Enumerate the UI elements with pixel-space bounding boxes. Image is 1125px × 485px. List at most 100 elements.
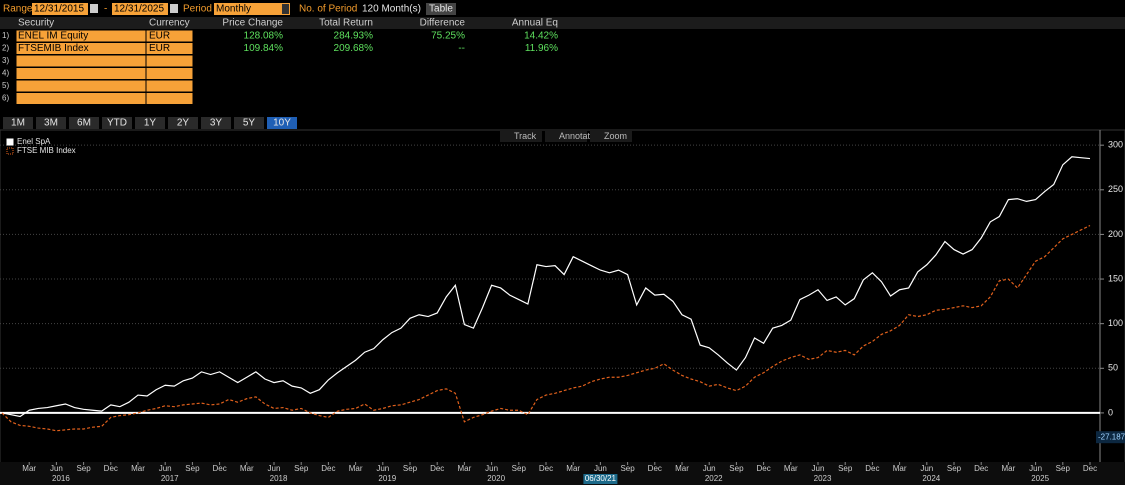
x-tick-label: Dec	[974, 464, 988, 473]
column-header: Difference	[420, 18, 466, 29]
stat-value: 14.42%	[524, 31, 558, 42]
x-tick-label: Sep	[403, 464, 418, 473]
range-button[interactable]	[36, 117, 66, 129]
dropdown-arrow[interactable]	[282, 4, 289, 14]
calendar-icon[interactable]	[170, 4, 178, 13]
range-button[interactable]	[3, 117, 33, 129]
period-dropdown[interactable]	[214, 3, 290, 15]
column-header: Currency	[149, 18, 190, 29]
y-tick-label: 100	[1108, 318, 1123, 328]
range-button[interactable]	[168, 117, 198, 129]
range-button-label: 3M	[44, 118, 58, 129]
range-separator: -	[104, 4, 107, 15]
range-button-label: 3Y	[210, 118, 223, 129]
range-button-label: 6M	[77, 118, 91, 129]
currency-cell[interactable]	[145, 67, 194, 80]
x-tick-label: Jun	[703, 464, 716, 473]
end-date: 12/31/2025	[114, 4, 164, 15]
period-value: Monthly	[216, 4, 251, 15]
stat-value: 11.96%	[525, 43, 558, 54]
x-tick-label: Mar	[893, 464, 907, 473]
range-button-label: 1Y	[144, 118, 157, 129]
x-tick-label: Dec	[321, 464, 335, 473]
calendar-icon[interactable]	[90, 4, 98, 13]
x-tick-label: Jun	[50, 464, 63, 473]
stat-value: 284.93%	[334, 31, 374, 42]
security-cell[interactable]	[15, 92, 147, 105]
x-year-label: 2025	[1031, 474, 1049, 483]
currency: EUR	[149, 43, 170, 54]
x-tick-label: Mar	[458, 464, 472, 473]
x-tick-label: Mar	[675, 464, 689, 473]
x-tick-label: Jun	[268, 464, 281, 473]
x-tick-label: Dec	[1083, 464, 1097, 473]
x-tick-label: Mar	[1002, 464, 1016, 473]
range-button[interactable]	[267, 117, 297, 129]
chart-tool-label: Track	[514, 131, 537, 141]
security-cell[interactable]	[15, 67, 147, 80]
x-tick-label: Mar	[349, 464, 363, 473]
chart-tool[interactable]	[590, 131, 632, 142]
y-tick-label: 200	[1108, 229, 1123, 239]
currency-cell[interactable]	[145, 79, 194, 93]
crosshair-date-box	[583, 474, 618, 484]
x-tick-label: Sep	[294, 464, 309, 473]
range-button-label: 2Y	[177, 118, 190, 129]
chart-tool-label: Annotate	[559, 131, 595, 141]
x-tick-label: Sep	[729, 464, 744, 473]
x-tick-label: Jun	[1029, 464, 1042, 473]
x-tick-label: Dec	[756, 464, 770, 473]
column-header: Price Change	[222, 18, 283, 29]
x-year-label: 2022	[705, 474, 723, 483]
legend-swatch	[6, 147, 14, 155]
currency: EUR	[149, 31, 170, 42]
range-button[interactable]	[69, 117, 99, 129]
y-tick-label: 300	[1108, 140, 1123, 150]
y-tick-label: 50	[1108, 363, 1118, 373]
value-marker-box	[1096, 431, 1125, 444]
table-header-bg	[0, 17, 1125, 29]
x-tick-label: Sep	[1056, 464, 1071, 473]
x-tick-label: Dec	[539, 464, 553, 473]
currency-cell[interactable]	[145, 92, 194, 105]
security-cell[interactable]	[15, 54, 147, 68]
range-button[interactable]	[234, 117, 264, 129]
legend-label: Enel SpA	[17, 137, 51, 146]
x-tick-label: Jun	[920, 464, 933, 473]
row-number: 5)	[2, 81, 9, 90]
y-tick-label: 250	[1108, 184, 1123, 194]
range-button[interactable]	[135, 117, 165, 129]
periods-label: No. of Period	[299, 4, 357, 15]
x-tick-label: Mar	[240, 464, 254, 473]
column-header: Security	[18, 18, 54, 29]
security-cell[interactable]	[15, 79, 147, 93]
row-number: 2)	[2, 44, 9, 53]
periods-value: 120 Month(s)	[362, 4, 421, 15]
chart-tool[interactable]	[500, 131, 542, 142]
table-button[interactable]	[426, 3, 456, 15]
chart: Track Annotate Zoom 0 50 100 150 200 250 300 Mar Ju…	[0, 131, 1125, 484]
x-tick-label: Mar	[131, 464, 145, 473]
legend-label: FTSE MIB Index	[17, 146, 76, 155]
start-date-input[interactable]	[32, 3, 88, 15]
x-tick-label: Sep	[620, 464, 635, 473]
end-date-input[interactable]	[112, 3, 168, 15]
x-tick-label: Sep	[947, 464, 962, 473]
x-tick-label: Jun	[159, 464, 172, 473]
chart-tool[interactable]	[545, 131, 587, 142]
row-number: 3)	[2, 56, 9, 65]
range-button-label: 1M	[11, 118, 25, 129]
x-year-label: 2020	[487, 474, 505, 483]
x-tick-label: Sep	[512, 464, 527, 473]
range-button[interactable]	[201, 117, 231, 129]
y-tick-label: 150	[1108, 273, 1123, 283]
currency-cell[interactable]	[145, 54, 194, 68]
row-number: 1)	[2, 31, 9, 40]
x-tick-label: Dec	[212, 464, 226, 473]
series-line	[1, 156, 1091, 418]
table-button-label: Table	[429, 4, 453, 15]
range-button[interactable]	[102, 117, 132, 129]
range-buttons: 1M 3M 6M YTD 1Y 2Y 3Y 5Y 10Y	[3, 117, 297, 129]
range-button-label: YTD	[107, 118, 127, 129]
